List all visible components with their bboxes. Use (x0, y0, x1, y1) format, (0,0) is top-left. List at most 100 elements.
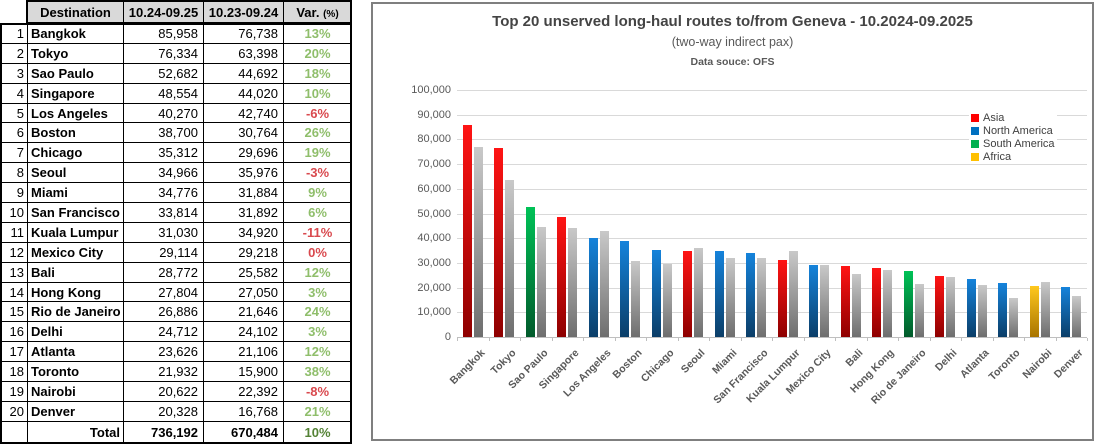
bar-current (1061, 286, 1071, 337)
rank-cell: 14 (1, 281, 28, 303)
table-row: 1 Bangkok 85,958 76,738 13% (1, 23, 352, 44)
previous-value-cell: 16,768 (203, 400, 284, 422)
previous-value-cell: 31,892 (203, 202, 284, 223)
header-variation: Var. (%) (283, 1, 352, 24)
x-axis-tick (740, 338, 742, 341)
bar-previous (662, 263, 672, 337)
previous-value-cell: 29,218 (203, 241, 284, 263)
destination-cell: Boston (27, 122, 124, 144)
bar-previous (757, 258, 767, 337)
variation-cell: 24% (283, 301, 352, 323)
legend-swatch (971, 114, 979, 122)
bar-current (557, 217, 567, 337)
previous-value-cell: 63,398 (203, 42, 284, 64)
total-empty-cell (1, 420, 28, 444)
chart-source: Data souce: OFS (690, 56, 775, 68)
bar-current (651, 249, 661, 337)
rank-cell: 13 (1, 261, 28, 283)
x-axis-line (457, 337, 1087, 338)
current-value-cell: 52,682 (123, 62, 204, 84)
variation-cell: 21% (283, 400, 352, 422)
table-row: 14 Hong Kong 27,804 27,050 3% (1, 281, 352, 303)
x-axis-tick (1055, 338, 1057, 341)
rank-cell: 6 (1, 122, 28, 144)
current-value-cell: 28,772 (123, 261, 204, 283)
x-axis-tick (961, 338, 962, 341)
destination-cell: Toronto (27, 361, 124, 383)
variation-cell: 12% (283, 261, 352, 283)
bar-previous (599, 231, 609, 337)
total-label-cell: Total (27, 420, 124, 444)
previous-value-cell: 24,102 (203, 321, 284, 343)
variation-cell: 6% (283, 202, 352, 223)
current-value-cell: 20,622 (123, 381, 204, 402)
table-row: 11 Kuala Lumpur 31,030 34,920 -11% (1, 221, 352, 243)
y-axis-tick-label: 70,000 (417, 158, 451, 171)
destination-cell: Rio de Janeiro (27, 301, 124, 323)
bar-previous (473, 147, 483, 337)
routes-table: Destination 10.24-09.25 10.23-09.24 Var.… (1, 1, 352, 444)
y-axis-tick-label: 0 (444, 331, 451, 343)
destination-cell: Bali (27, 261, 124, 283)
table-row: 7 Chicago 35,312 29,696 19% (1, 142, 352, 164)
x-axis-tick (457, 338, 458, 341)
bar-current (683, 250, 693, 337)
table-total-row: Total 736,192 670,484 10% (1, 420, 352, 444)
table-row: 8 Seoul 34,966 35,976 -3% (1, 162, 352, 184)
destination-cell: Kuala Lumpur (27, 221, 124, 243)
destination-cell: Denver (27, 400, 124, 422)
current-value-cell: 29,114 (123, 241, 204, 263)
y-axis-tick-label: 90,000 (417, 108, 451, 121)
previous-value-cell: 27,050 (203, 281, 284, 303)
current-value-cell: 20,328 (123, 400, 204, 422)
gridline (457, 114, 1087, 116)
bar-previous (568, 228, 578, 337)
current-value-cell: 26,886 (123, 301, 204, 323)
bar-previous (725, 258, 735, 337)
destination-cell: Los Angeles (27, 102, 124, 124)
legend-label: Asia (983, 111, 1005, 124)
gridline (457, 139, 1087, 141)
bar-previous (788, 250, 798, 337)
destination-cell: Seoul (27, 162, 124, 184)
previous-value-cell: 42,740 (203, 102, 284, 124)
table-row: 3 Sao Paulo 52,682 44,692 18% (1, 62, 352, 84)
current-value-cell: 34,776 (123, 182, 204, 204)
destination-cell: Singapore (27, 82, 124, 104)
legend-swatch (971, 127, 979, 135)
rank-cell: 20 (1, 400, 28, 422)
variation-cell: 12% (283, 341, 352, 363)
variation-cell: 9% (283, 182, 352, 204)
bar-previous (505, 180, 515, 337)
total-current-cell: 736,192 (123, 420, 204, 444)
table-row: 16 Delhi 24,712 24,102 3% (1, 321, 352, 343)
x-axis-tick (1087, 338, 1088, 341)
x-axis-tick (898, 338, 899, 341)
bar-current (998, 282, 1008, 337)
variation-cell: 3% (283, 321, 352, 343)
bar-previous (1040, 281, 1050, 337)
table-row: 17 Atlanta 23,626 21,106 12% (1, 341, 352, 363)
x-axis-tick (646, 338, 647, 341)
bar-current (903, 270, 913, 337)
x-axis-tick (520, 338, 521, 341)
legend-swatch (971, 140, 979, 148)
y-axis-tick-label: 50,000 (417, 207, 451, 220)
rank-cell: 3 (1, 62, 28, 84)
header-variation-text: Var. (296, 5, 320, 20)
current-value-cell: 76,334 (123, 42, 204, 64)
table-row: 2 Tokyo 76,334 63,398 20% (1, 42, 352, 64)
rank-cell: 1 (1, 23, 28, 44)
gridline (457, 90, 1087, 91)
previous-value-cell: 22,392 (203, 381, 284, 402)
rank-cell: 10 (1, 202, 28, 223)
variation-cell: 13% (283, 23, 352, 44)
previous-value-cell: 35,976 (203, 162, 284, 184)
variation-cell: 26% (283, 122, 352, 144)
bar-current (809, 265, 819, 337)
bar-current (935, 275, 945, 337)
variation-cell: 38% (283, 361, 352, 383)
bar-previous (883, 270, 893, 337)
x-axis-tick (772, 338, 773, 341)
chart-panel: Top 20 unserved long-haul routes to/from… (371, 2, 1094, 441)
